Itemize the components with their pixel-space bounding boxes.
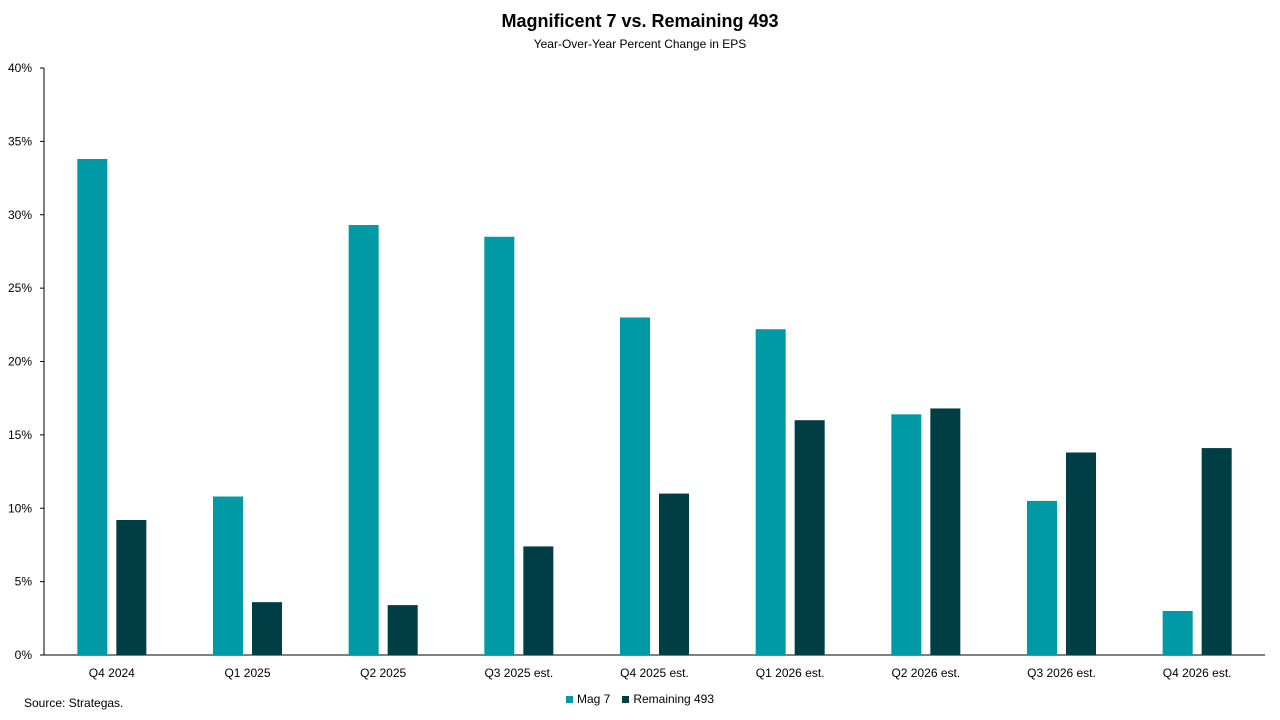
x-tick-label: Q4 2024: [89, 666, 135, 680]
bar-remaining-493: [387, 605, 418, 655]
bar-remaining-493: [930, 408, 961, 655]
bar-mag-7: [620, 317, 650, 655]
y-tick-label: 40%: [8, 61, 32, 75]
bar-mag-7: [755, 329, 786, 655]
legend-swatch-mag7: [565, 695, 573, 703]
x-tick-label: Q2 2026 est.: [891, 666, 960, 680]
bar-remaining-493: [659, 493, 689, 655]
bar-mag-7: [891, 414, 922, 655]
bar-mag-7: [348, 225, 379, 655]
chart-title: Magnificent 7 vs. Remaining 493: [501, 11, 779, 31]
legend-label-remaining-493: Remaining 493: [633, 692, 715, 706]
x-tick-label: Q3 2026 est.: [1027, 666, 1096, 680]
bar-remaining-493: [794, 420, 825, 655]
y-tick-label: 5%: [15, 575, 33, 589]
bar-remaining-493: [1201, 448, 1232, 655]
legend-item-remaining-493: Remaining 493: [622, 692, 714, 706]
y-tick-label: 15%: [8, 428, 32, 442]
chart-subtitle: Year-Over-Year Percent Change in EPS: [533, 37, 747, 51]
y-tick-label: 25%: [8, 281, 32, 295]
bar-mag-7: [484, 236, 515, 655]
bar-mag-7: [1162, 610, 1193, 655]
bar-mag-7: [1027, 500, 1057, 655]
y-tick-label: 0%: [15, 648, 33, 662]
bar-remaining-493: [116, 519, 147, 655]
x-tick-label: Q2 2025: [360, 666, 406, 680]
bar-remaining-493: [523, 546, 554, 655]
bar-mag-7: [77, 158, 108, 656]
legend-swatch-remaining-493: [622, 695, 630, 703]
y-tick-label: 20%: [8, 355, 32, 369]
bar-mag-7: [213, 496, 243, 655]
legend-label-mag7: Mag 7: [576, 692, 611, 706]
source-note: Source: Strategas.: [24, 696, 124, 710]
legend-item-mag7: Mag 7: [565, 692, 611, 706]
y-tick-label: 35%: [8, 134, 32, 148]
y-tick-label: 10%: [8, 501, 32, 515]
x-tick-label: Q4 2026 est.: [1163, 666, 1232, 680]
y-tick-label: 30%: [8, 208, 32, 222]
x-tick-label: Q4 2025 est.: [620, 666, 689, 680]
bar-remaining-493: [1066, 452, 1096, 655]
x-tick-label: Q3 2025 est.: [484, 666, 553, 680]
legend: Mag 7 Remaining 493: [0, 692, 1280, 706]
x-tick-label: Q1 2026 est.: [756, 666, 825, 680]
bar-remaining-493: [252, 602, 282, 655]
x-tick-label: Q1 2025: [224, 666, 270, 680]
